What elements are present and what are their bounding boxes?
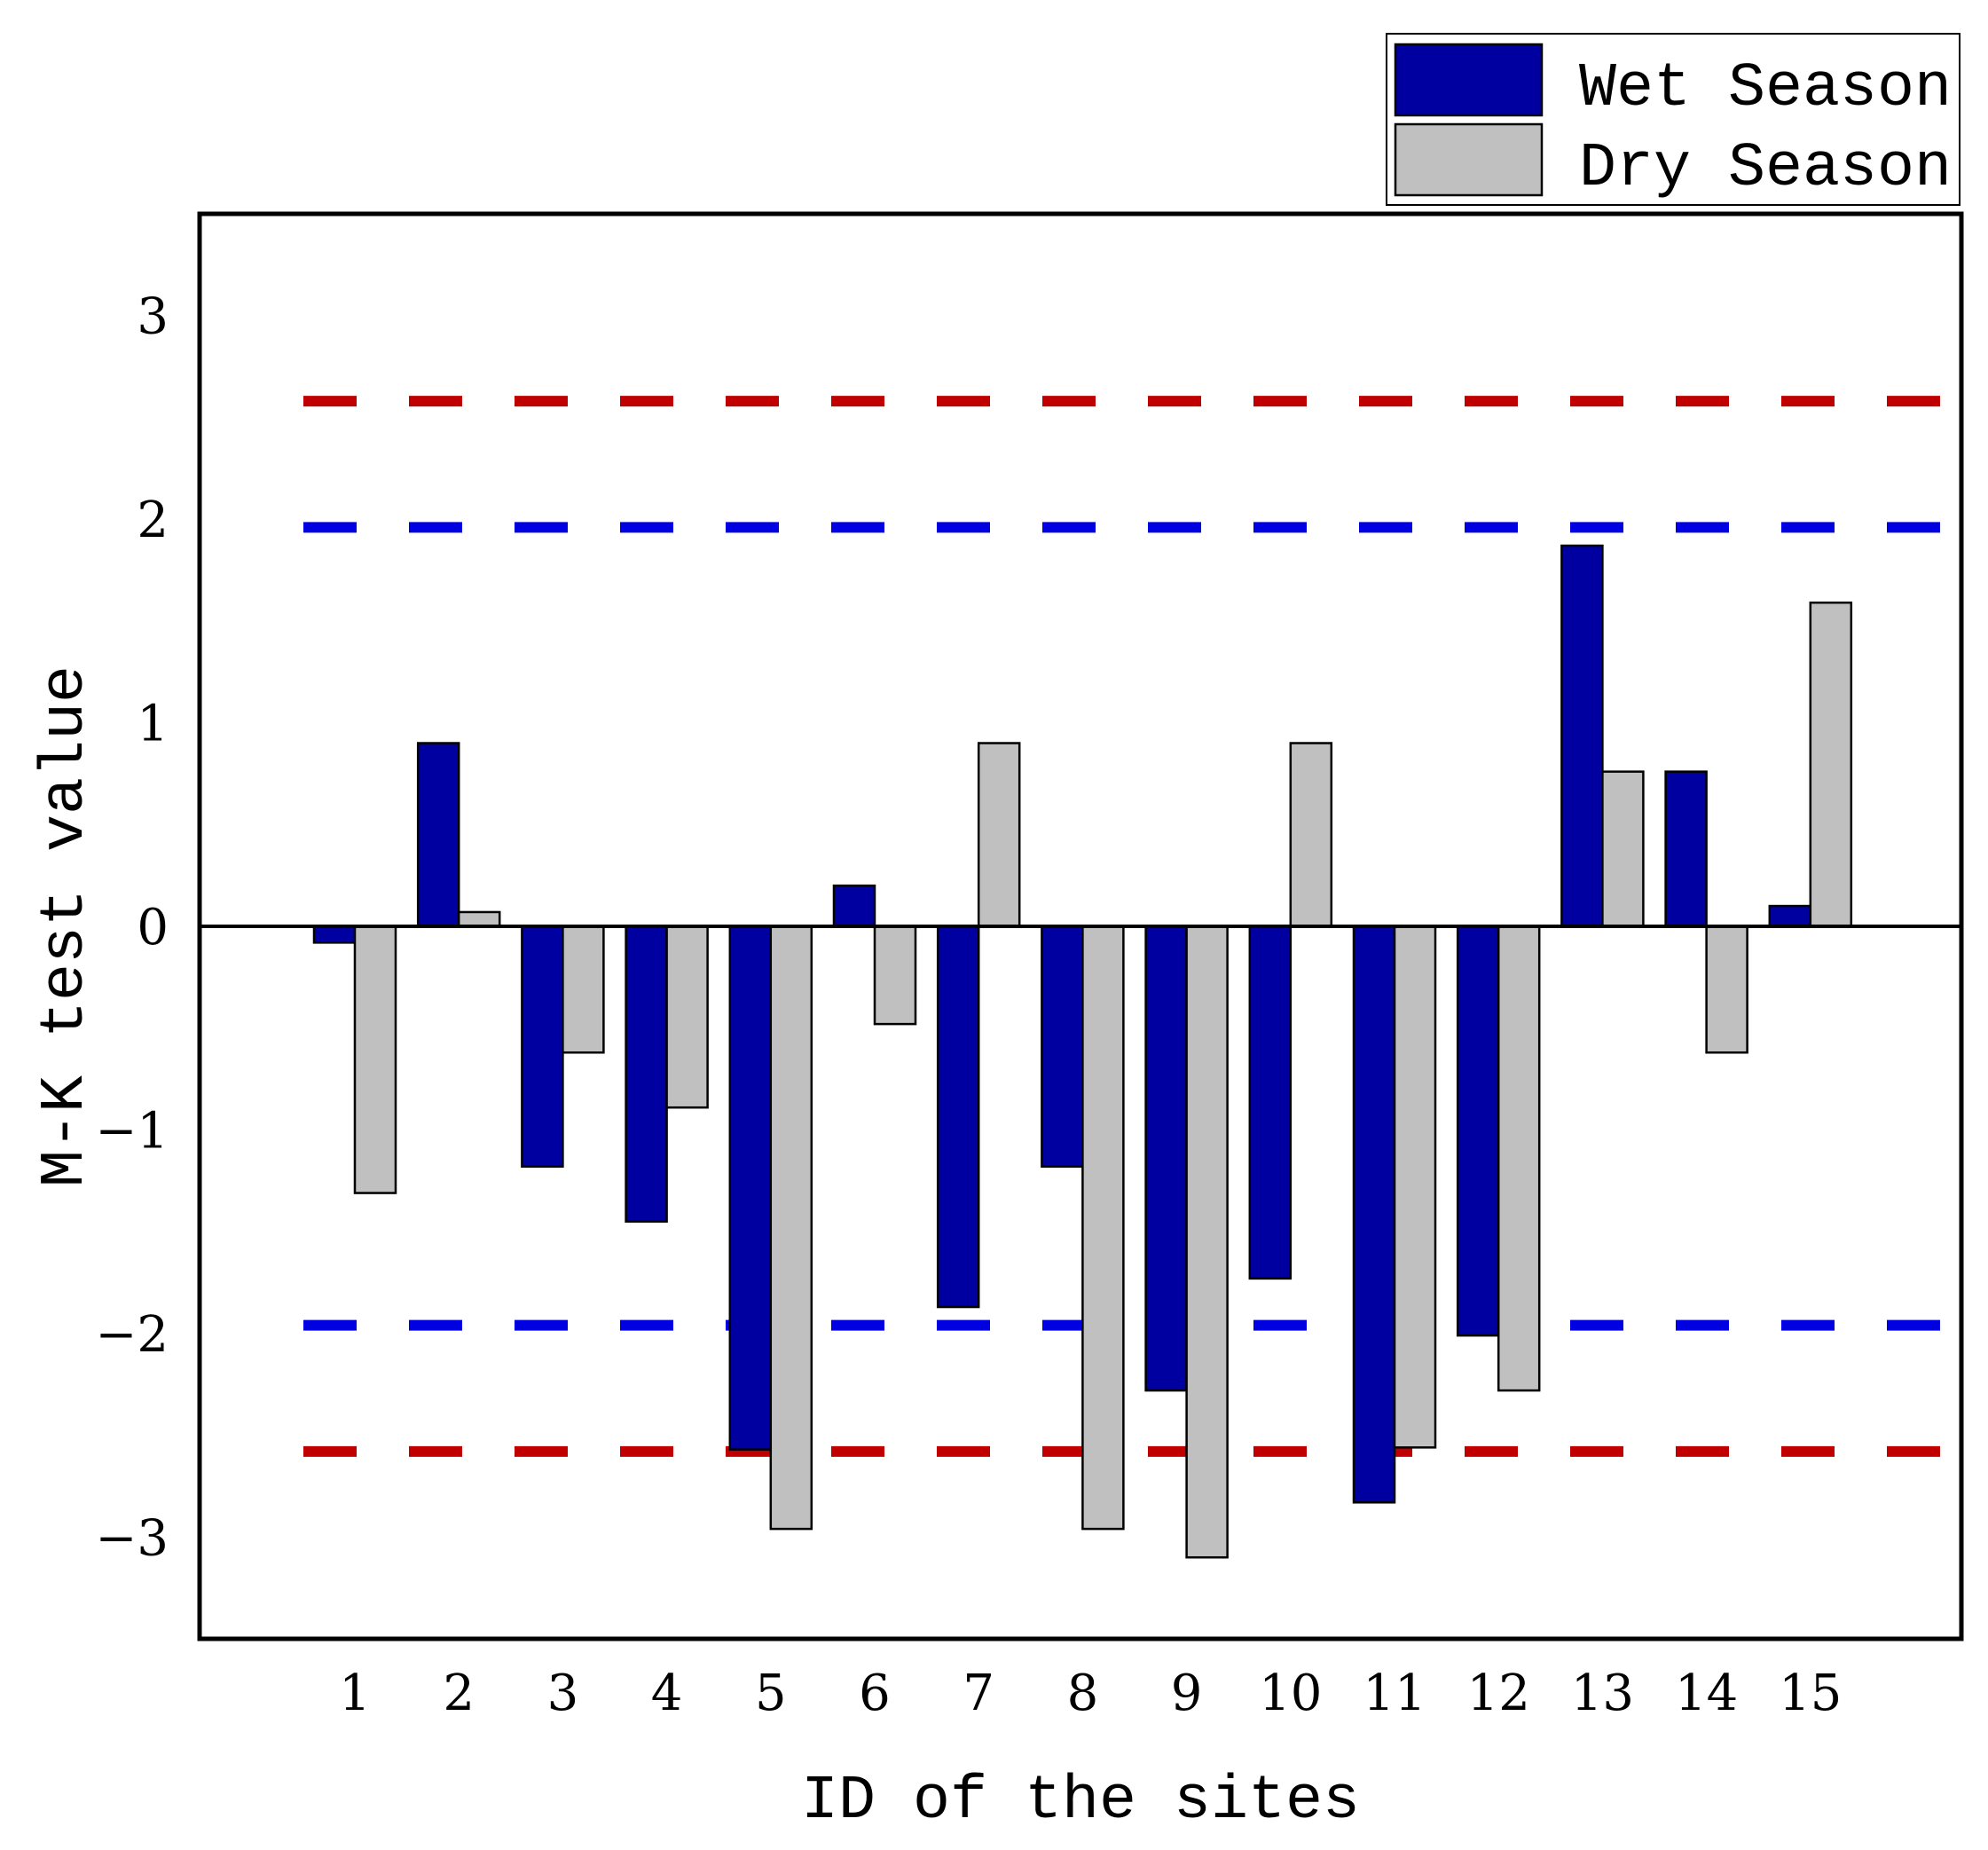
x-axis-title: ID of the sites: [801, 1767, 1360, 1837]
bar-wet-site-9: [1144, 925, 1188, 1392]
legend-label-wet: Wet Season: [1579, 54, 1952, 124]
y-tick-label: −3: [95, 1509, 169, 1567]
bar-wet-site-1: [312, 925, 357, 944]
bar-wet-site-6: [832, 884, 876, 928]
bar-dry-site-2: [457, 910, 501, 928]
bar-wet-site-15: [1768, 904, 1812, 928]
x-tick-label: 1: [339, 1665, 371, 1722]
x-tick-label: 4: [651, 1665, 683, 1722]
x-tick-label: 2: [443, 1665, 475, 1722]
x-tick-label: 15: [1779, 1665, 1842, 1722]
bar-wet-site-7: [936, 925, 980, 1309]
x-tick-label: 12: [1467, 1665, 1530, 1722]
bar-dry-site-5: [769, 925, 813, 1531]
bar-dry-site-9: [1185, 925, 1229, 1559]
bars: [312, 544, 1853, 1559]
x-tick-label: 9: [1171, 1665, 1203, 1722]
legend-label-dry: Dry Season: [1579, 134, 1952, 204]
bar-dry-site-14: [1705, 925, 1748, 1054]
x-tick-label: 5: [755, 1665, 787, 1722]
x-tick-label: 6: [859, 1665, 891, 1722]
bar-wet-site-10: [1248, 925, 1293, 1280]
x-tick-label: 13: [1571, 1665, 1634, 1722]
legend-swatch-wet: [1394, 43, 1544, 117]
x-axis-ticks: 1 2 3 4 5 6 7 8 9 10 11 12 13 14 15: [339, 1665, 1842, 1722]
bar-wet-site-3: [521, 925, 564, 1168]
y-tick-label: 2: [137, 492, 169, 549]
bar-wet-site-13: [1560, 544, 1604, 928]
y-tick-label: −2: [95, 1306, 169, 1364]
bar-wet-site-8: [1041, 925, 1084, 1168]
bar-wet-site-5: [728, 925, 773, 1451]
legend: Wet Season Dry Season: [1386, 33, 1960, 206]
bar-dry-site-4: [665, 925, 709, 1109]
bar-dry-site-8: [1081, 925, 1125, 1531]
bar-wet-site-14: [1664, 770, 1708, 928]
x-tick-label: 14: [1675, 1665, 1738, 1722]
bar-dry-site-12: [1497, 925, 1541, 1392]
y-axis-title: M-K test value: [31, 665, 101, 1187]
x-tick-label: 10: [1259, 1665, 1322, 1722]
x-tick-label: 8: [1067, 1665, 1099, 1722]
x-tick-label: 3: [547, 1665, 579, 1722]
bar-wet-site-12: [1456, 925, 1500, 1337]
x-tick-label: 11: [1363, 1665, 1426, 1722]
bar-dry-site-3: [562, 925, 605, 1054]
bar-dry-site-10: [1289, 742, 1333, 928]
bar-dry-site-11: [1393, 925, 1437, 1449]
bar-wet-site-2: [416, 742, 460, 928]
y-axis-ticks: −3 −2 −1 0 1 2 3: [95, 288, 169, 1568]
y-tick-label: 3: [137, 288, 169, 346]
y-tick-label: −1: [95, 1102, 169, 1160]
y-tick-label: 1: [137, 696, 169, 753]
y-tick-label: 0: [137, 899, 169, 956]
bar-wet-site-11: [1352, 925, 1396, 1504]
bar-dry-site-7: [977, 742, 1021, 928]
plot-frame: [197, 211, 1964, 1641]
x-tick-label: 7: [963, 1665, 994, 1722]
legend-swatch-dry: [1394, 122, 1544, 197]
bar-dry-site-15: [1809, 601, 1853, 928]
bar-wet-site-4: [625, 925, 668, 1223]
bar-dry-site-1: [353, 925, 397, 1194]
bar-dry-site-6: [873, 925, 917, 1026]
bar-dry-site-13: [1601, 770, 1645, 928]
reference-lines: [303, 396, 1956, 1457]
